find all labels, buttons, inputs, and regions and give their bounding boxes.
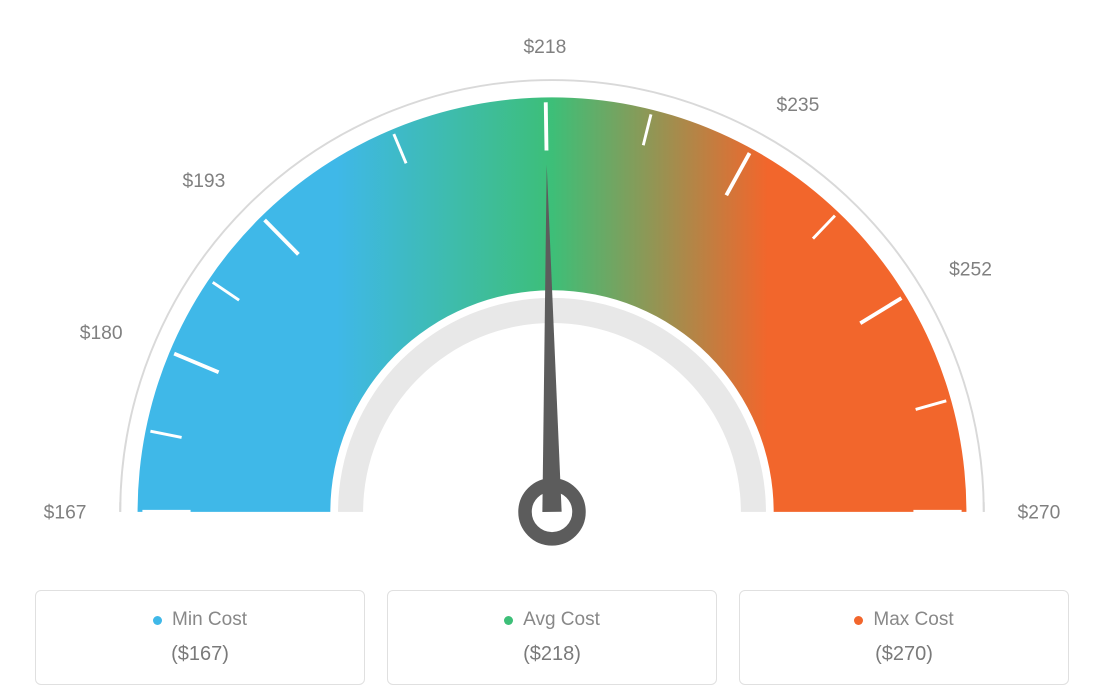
- max-cost-label: Max Cost: [873, 609, 953, 631]
- gauge-tick-label: $270: [1018, 503, 1061, 524]
- gauge-tick-label: $218: [523, 37, 566, 58]
- gauge-tick-label: $235: [777, 95, 820, 116]
- min-cost-label: Min Cost: [172, 609, 247, 631]
- min-cost-title: Min Cost: [153, 609, 247, 631]
- min-cost-card: Min Cost ($167): [35, 590, 365, 685]
- avg-cost-title: Avg Cost: [504, 609, 600, 631]
- max-cost-value: ($270): [750, 643, 1058, 666]
- avg-cost-dot-icon: [504, 616, 513, 625]
- min-cost-dot-icon: [153, 616, 162, 625]
- gauge-tick-label: $193: [183, 171, 226, 192]
- min-cost-value: ($167): [46, 643, 354, 666]
- max-cost-dot-icon: [854, 616, 863, 625]
- gauge-chart: $167 $180 $193 $218 $235 $252 $270: [20, 20, 1084, 570]
- max-cost-card: Max Cost ($270): [739, 590, 1069, 685]
- gauge-tick-label: $180: [80, 323, 123, 344]
- gauge-tick-label: $252: [949, 260, 992, 281]
- gauge-tick-label: $167: [44, 503, 87, 524]
- avg-cost-card: Avg Cost ($218): [387, 590, 717, 685]
- max-cost-title: Max Cost: [854, 609, 953, 631]
- avg-cost-label: Avg Cost: [523, 609, 600, 631]
- avg-cost-value: ($218): [398, 643, 706, 666]
- summary-cards-row: Min Cost ($167) Avg Cost ($218) Max Cost…: [20, 590, 1084, 685]
- gauge-svg: $167 $180 $193 $218 $235 $252 $270: [20, 20, 1084, 570]
